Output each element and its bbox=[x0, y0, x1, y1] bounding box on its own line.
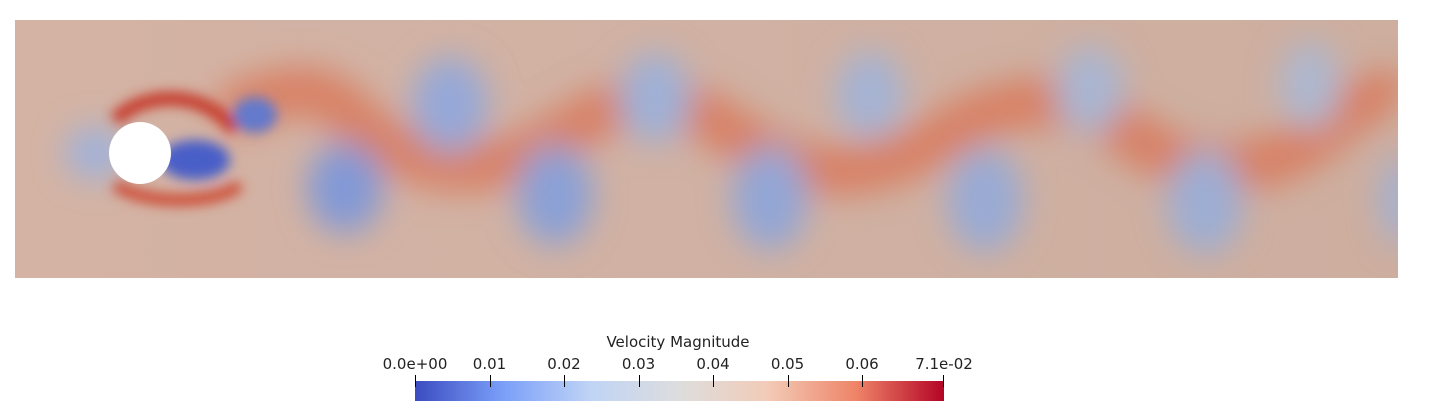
shear-layer-bottom bbox=[111, 179, 244, 206]
vortex-upper bbox=[1056, 46, 1124, 134]
colorbar-tick-label: 0.02 bbox=[547, 355, 581, 373]
recirculation-zone bbox=[233, 97, 277, 133]
vortex-lower bbox=[1380, 155, 1398, 245]
colorbar-legend: 0.0e+00 0.01 0.02 0.03 0.04 0.05 0.06 7.1e-02 bbox=[383, 355, 973, 401]
vortex-upper bbox=[1280, 41, 1340, 129]
recirculation-zone bbox=[160, 140, 230, 180]
colorbar-tick-mark bbox=[489, 375, 491, 387]
vortex-lower bbox=[517, 145, 593, 245]
colorbar-tick-mark bbox=[862, 375, 864, 387]
colorbar-tick-label: 0.04 bbox=[696, 355, 730, 373]
colorbar-tick-label: 7.1e-02 bbox=[915, 355, 973, 373]
cylinder-obstacle bbox=[109, 122, 171, 184]
colorbar-tick-mark bbox=[564, 375, 565, 387]
colorbar-tick-mark bbox=[787, 375, 789, 387]
legend-title: Velocity Magnitude bbox=[606, 333, 750, 351]
shear-layer-top bbox=[110, 91, 241, 135]
vortex-upper bbox=[619, 53, 691, 143]
vortex-lower bbox=[307, 143, 383, 233]
vortex-lower bbox=[947, 148, 1023, 252]
stagnation-zone bbox=[65, 127, 125, 179]
colorbar-tick-mark bbox=[713, 375, 715, 387]
vortex-lower bbox=[732, 146, 808, 250]
vortex-lower bbox=[1167, 150, 1243, 254]
colorbar-tick-label: 0.06 bbox=[845, 355, 879, 373]
colorbar-tick-label: 0.01 bbox=[472, 355, 507, 373]
colorbar-tick-mark bbox=[638, 375, 640, 387]
colorbar bbox=[415, 381, 944, 401]
colorbar-tick-mark bbox=[943, 375, 944, 387]
vortex-upper bbox=[412, 57, 488, 153]
colorbar-tick-mark bbox=[415, 375, 416, 387]
vortex-upper bbox=[836, 51, 904, 139]
velocity-field-plot bbox=[15, 20, 1398, 278]
wake-band bbox=[213, 66, 1398, 196]
colorbar-tick-label: 0.0e+00 bbox=[382, 355, 448, 373]
colorbar-tick-label: 0.03 bbox=[621, 355, 656, 373]
colorbar-tick-label: 0.05 bbox=[770, 355, 805, 373]
